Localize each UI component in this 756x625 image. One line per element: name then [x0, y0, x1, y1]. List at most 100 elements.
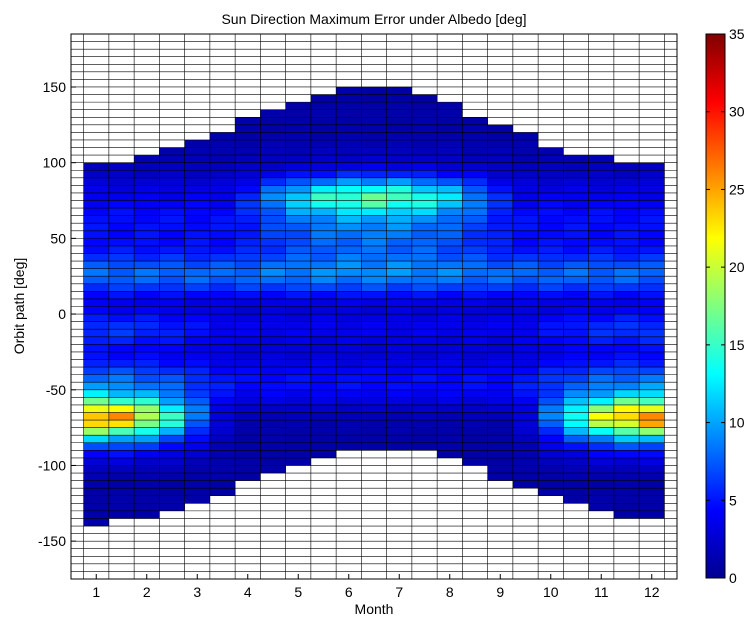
heatmap-cell [310, 230, 337, 239]
heatmap-cell [134, 336, 160, 345]
heatmap-cell [437, 268, 463, 277]
heatmap-cell [83, 480, 110, 489]
heatmap-cell [538, 336, 564, 345]
heatmap-cell [159, 351, 185, 360]
heatmap-cell [336, 336, 362, 345]
heatmap-cell [613, 192, 640, 201]
heatmap-cell [83, 336, 110, 345]
heatmap-cell [159, 306, 185, 315]
heatmap-cell [563, 162, 589, 171]
heatmap-cell [639, 215, 665, 224]
heatmap-cell [437, 359, 463, 368]
heatmap-cell [285, 291, 312, 300]
heatmap-cell [411, 223, 438, 232]
heatmap-cell [361, 420, 387, 428]
heatmap-cell [512, 397, 539, 406]
heatmap-cell [336, 117, 362, 126]
heatmap-cell [361, 336, 387, 345]
heatmap-cell [134, 457, 160, 466]
heatmap-cell [437, 155, 463, 163]
heatmap-cell [563, 306, 589, 315]
colorbar-ticks: 0 5 10 15 20 25 30 35 [706, 26, 745, 586]
heatmap-cell [83, 215, 110, 224]
heatmap-cell [437, 291, 463, 300]
heatmap-cell [235, 374, 261, 383]
heatmap-cell [260, 208, 286, 216]
heatmap-cell [437, 321, 463, 330]
heatmap-cell [336, 139, 362, 148]
heatmap-cell [260, 283, 286, 292]
heatmap-cell [386, 192, 413, 201]
heatmap-cell [336, 314, 362, 322]
heatmap-cell [613, 503, 640, 512]
heatmap-cell [512, 185, 539, 194]
heatmap-cell [361, 351, 387, 360]
heatmap-cell [159, 245, 185, 254]
heatmap-cell [134, 238, 160, 247]
heatmap-cell [512, 374, 539, 383]
heatmap-cell [235, 245, 261, 254]
heatmap-cell [184, 420, 211, 428]
heatmap-cell [235, 435, 261, 443]
heatmap-cell [411, 102, 438, 110]
heatmap-cell [437, 245, 463, 254]
heatmap-cell [563, 192, 589, 201]
heatmap-cell [361, 215, 387, 224]
heatmap-cell [108, 276, 135, 284]
heatmap-cell [235, 132, 261, 141]
heatmap-cell [184, 283, 211, 292]
heatmap-cell [462, 389, 488, 398]
heatmap-cell [563, 291, 589, 300]
heatmap-cell [411, 192, 438, 201]
heatmap-cell [134, 170, 160, 179]
heatmap-cell [108, 427, 135, 436]
heatmap-cell [235, 314, 261, 322]
heatmap-cell [184, 450, 211, 459]
heatmap-cell [411, 208, 438, 216]
heatmap-cell [285, 457, 312, 466]
heatmap-cell [108, 306, 135, 315]
heatmap-cell [361, 94, 387, 103]
chart-title: Sun Direction Maximum Error under Albedo… [221, 11, 526, 27]
heatmap-cell [386, 162, 413, 171]
heatmap-cell [209, 155, 236, 163]
heatmap-cell [285, 321, 312, 330]
heatmap-cell [159, 261, 185, 269]
heatmap-cell [310, 139, 337, 148]
heatmap-cell [184, 336, 211, 345]
heatmap-cell [411, 109, 438, 118]
heatmap-cell [336, 208, 362, 216]
heatmap-cell [159, 503, 185, 512]
heatmap-cell [260, 139, 286, 148]
heatmap-cell [588, 306, 615, 315]
heatmap-cell [83, 261, 110, 269]
heatmap-cell [386, 321, 413, 330]
heatmap-cell [336, 185, 362, 194]
heatmap-cell [209, 139, 236, 148]
heatmap-cell [512, 404, 539, 413]
heatmap-cell [563, 298, 589, 307]
heatmap-cell [437, 177, 463, 186]
heatmap-cell [184, 435, 211, 443]
heatmap-cell [613, 420, 640, 428]
heatmap-cell [613, 404, 640, 413]
heatmap-cell [639, 359, 665, 368]
heatmap-cell [437, 298, 463, 307]
heatmap-cell [512, 442, 539, 451]
heatmap-cell [613, 283, 640, 292]
heatmap-cell [588, 351, 615, 360]
heatmap-cell [184, 291, 211, 300]
heatmap-cell [310, 306, 337, 315]
heatmap-cell [83, 450, 110, 459]
heatmap-cell [235, 397, 261, 406]
heatmap-cell [411, 245, 438, 254]
heatmap-cell [512, 344, 539, 353]
heatmap-cell [538, 473, 564, 481]
heatmap-cell [235, 185, 261, 194]
heatmap-cell [639, 488, 665, 496]
heatmap-cell [361, 427, 387, 436]
heatmap-cell [487, 170, 514, 179]
heatmap-cell [285, 170, 312, 179]
heatmap-cell [639, 503, 665, 512]
heatmap-cell [134, 306, 160, 315]
